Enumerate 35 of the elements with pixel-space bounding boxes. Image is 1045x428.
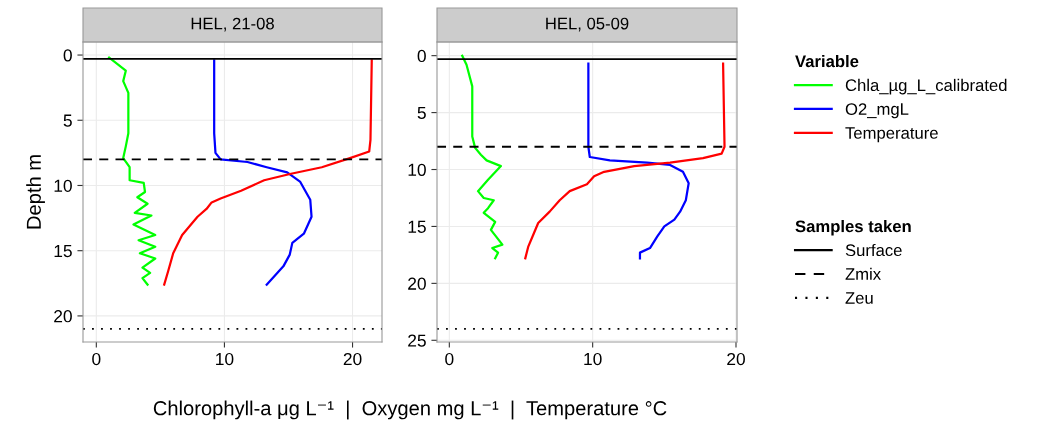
x-tick-label: 20 bbox=[343, 352, 362, 366]
y-tick-label: 0 bbox=[417, 49, 426, 63]
chart-title: HEL, 05-09 bbox=[546, 17, 629, 32]
line-series bbox=[587, 62, 690, 260]
chart-title: HEL, 21-08 bbox=[191, 17, 274, 32]
y-tick-label: 10 bbox=[54, 179, 72, 192]
line-series bbox=[163, 59, 373, 286]
legend-label: Surface bbox=[845, 243, 902, 257]
x-tick-label: 10 bbox=[584, 352, 602, 366]
x-tick-label: 0 bbox=[92, 352, 101, 366]
y-tick-label: 15 bbox=[54, 245, 72, 258]
y-tick-label: 20 bbox=[408, 277, 426, 290]
y-tick-label: 25 bbox=[408, 334, 426, 347]
legend-label: Zmix bbox=[845, 267, 881, 280]
legend-label: Temperature bbox=[845, 127, 938, 143]
x-tick-label: 0 bbox=[445, 352, 454, 366]
legend-label: Chla_µg_L_calibrated bbox=[845, 78, 1007, 95]
line-series bbox=[108, 56, 157, 286]
y-tick-label: 5 bbox=[63, 114, 72, 127]
text: Samples taken bbox=[795, 220, 911, 236]
y-axis-title: Depth m bbox=[26, 155, 45, 229]
x-tick-label: 20 bbox=[727, 352, 745, 366]
line-series bbox=[461, 54, 504, 260]
y-tick-label: 0 bbox=[63, 49, 72, 62]
y-tick-label: 5 bbox=[417, 106, 426, 120]
y-tick-label: 15 bbox=[408, 220, 426, 233]
x-axis-title: Chlorophyll-a μg L⁻¹ | Oxygen mg L⁻¹ | Temperature °C bbox=[153, 400, 667, 420]
x-tick-label: 10 bbox=[216, 352, 234, 366]
line-series bbox=[524, 62, 726, 260]
line-series bbox=[213, 59, 313, 286]
legend-label: Zeu bbox=[845, 292, 873, 304]
y-tick-label: 20 bbox=[54, 310, 72, 323]
legend-label: O2_mgL bbox=[845, 103, 909, 119]
legend-title: Variable bbox=[795, 55, 859, 68]
y-tick-label: 10 bbox=[408, 163, 426, 176]
